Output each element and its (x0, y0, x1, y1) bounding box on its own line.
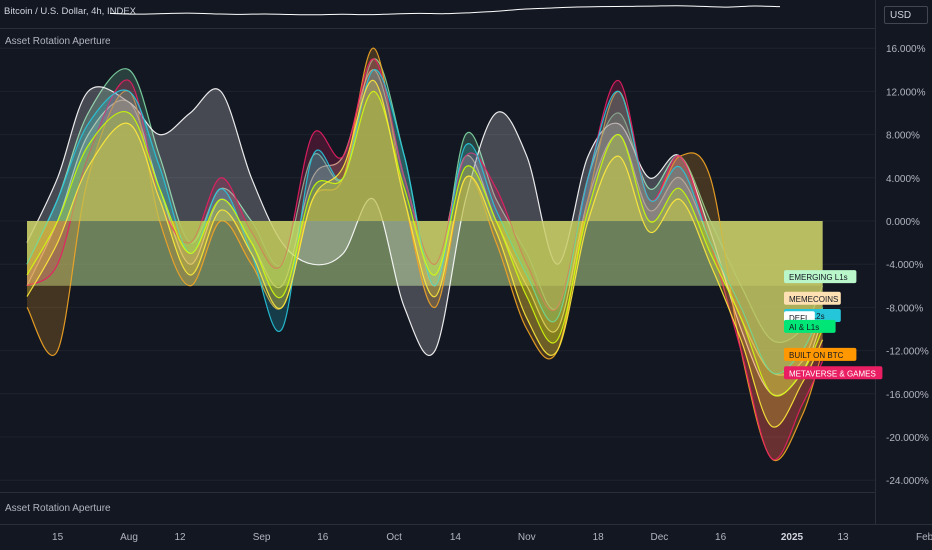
series-end-label[interactable]: DEFI (789, 314, 807, 323)
y-tick-label: -8.000% (886, 303, 923, 314)
x-tick-label: 13 (837, 532, 849, 543)
series-line-6[interactable] (26, 90, 824, 397)
x-tick-label: 15 (52, 532, 64, 543)
x-tick-label: 16 (317, 532, 329, 543)
indicator-title-bottom-pane[interactable]: Asset Rotation Aperture (5, 503, 111, 514)
price-axis-border (875, 0, 876, 524)
y-tick-label: -12.000% (886, 347, 929, 358)
zero-band (27, 221, 823, 286)
series-line-3[interactable] (26, 47, 824, 462)
x-tick-label: Feb (916, 532, 932, 543)
y-tick-label: -20.000% (886, 433, 929, 444)
x-tick-label: 14 (450, 532, 462, 543)
mini-price-line (109, 5, 781, 16)
series-end-label-bg (784, 291, 841, 305)
series-end-label[interactable]: MEMECOINS (789, 295, 838, 304)
series-end-label-bg (784, 366, 883, 380)
series-area-4 (27, 58, 823, 460)
series-area-6 (27, 91, 823, 397)
series-end-label-bg (784, 319, 836, 333)
series-end-label-bg (784, 347, 857, 361)
series-end-label[interactable]: METAVERSE & GAMES (789, 369, 876, 378)
x-tick-label: 18 (593, 532, 605, 543)
pane-separator-bottom[interactable] (0, 492, 875, 493)
series-end-label[interactable]: BUILT ON BTC (789, 351, 844, 360)
x-tick-label: Oct (386, 532, 402, 543)
series-area-2 (27, 86, 823, 396)
series-area-1 (27, 69, 823, 376)
pane-separator-top[interactable] (0, 28, 875, 29)
series-line-2[interactable] (26, 86, 824, 397)
series-line-5[interactable] (26, 69, 824, 375)
y-tick-label: 12.000% (886, 87, 926, 98)
x-tick-label: Nov (518, 532, 536, 543)
series-line-7[interactable] (26, 79, 824, 428)
x-tick-label: 12 (174, 532, 186, 543)
time-axis-border (0, 524, 932, 525)
y-tick-label: -24.000% (886, 476, 929, 487)
indicator-title[interactable]: Asset Rotation Aperture (5, 36, 111, 47)
x-tick-label: Dec (651, 532, 669, 543)
y-tick-label: 8.000% (886, 131, 920, 142)
series-area-3 (27, 48, 823, 461)
y-tick-label: 16.000% (886, 44, 926, 55)
currency-button[interactable]: USD (884, 6, 928, 24)
y-tick-label: 0.000% (886, 217, 920, 228)
x-tick-label: Sep (253, 532, 271, 543)
y-tick-label: -16.000% (886, 390, 929, 401)
x-tick-label: 2025 (781, 532, 804, 543)
x-tick-label: Aug (120, 532, 138, 543)
series-area-5 (27, 69, 823, 374)
series-end-label[interactable]: AI & L1s (789, 323, 819, 332)
x-tick-label: 16 (715, 532, 727, 543)
series-line-4[interactable] (26, 58, 824, 461)
series-area-7 (27, 80, 823, 428)
series-end-label-bg (784, 270, 857, 284)
y-tick-label: -4.000% (886, 260, 923, 271)
series-end-label[interactable]: EMERGING L1s (789, 273, 848, 282)
y-tick-label: 4.000% (886, 174, 920, 185)
symbol-title[interactable]: Bitcoin / U.S. Dollar, 4h, INDEX (4, 6, 136, 17)
